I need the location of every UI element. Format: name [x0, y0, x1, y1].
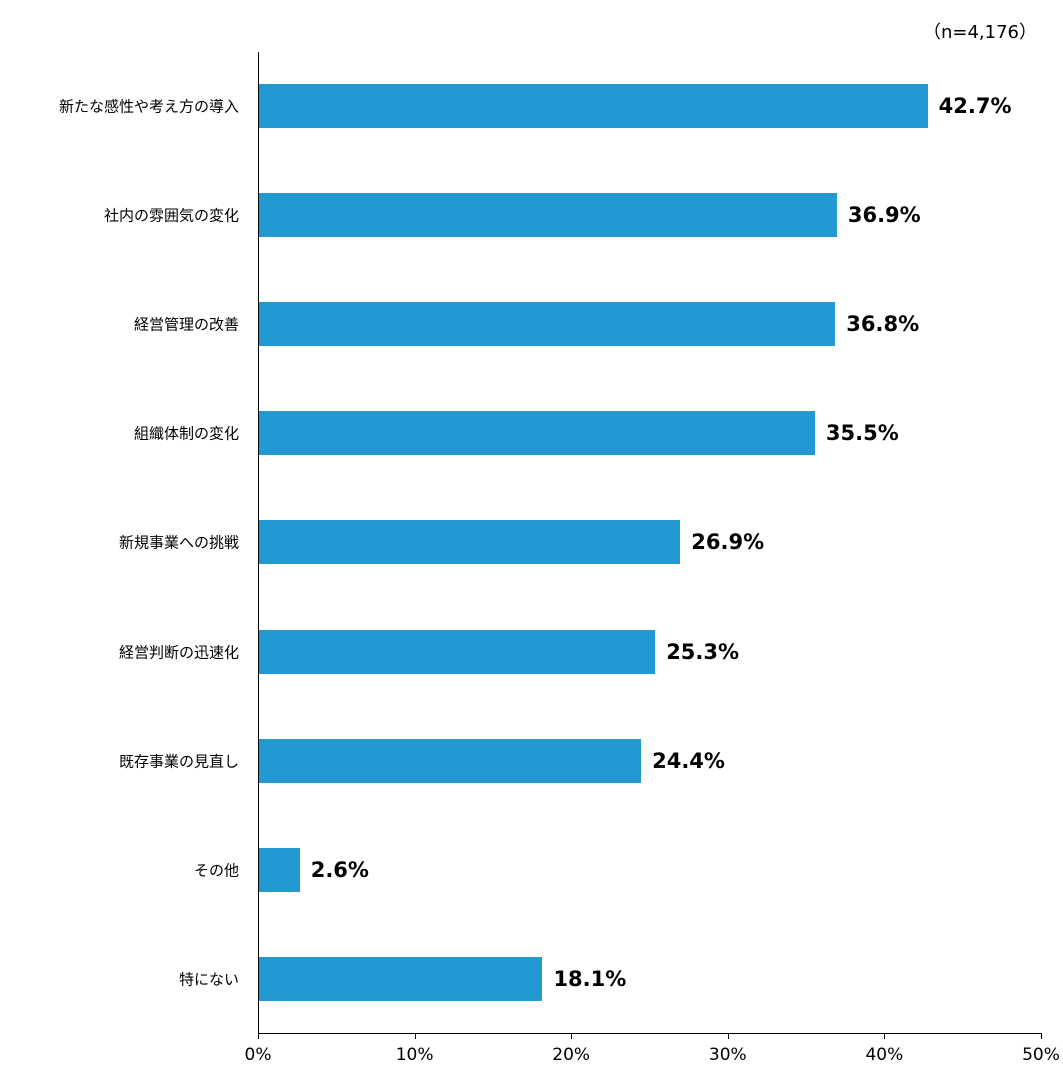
value-label: 35.5% [825, 421, 899, 446]
x-tick-label: 20% [552, 1045, 591, 1065]
value-label: 36.8% [846, 312, 920, 337]
category-label: 経営管理の改善 [133, 315, 239, 334]
x-tick [727, 1033, 729, 1039]
x-tick [258, 1033, 259, 1039]
sample-size-label: （n=4,176） [922, 22, 1037, 43]
bar [259, 629, 656, 674]
category-label: 既存事業の見直し [118, 752, 239, 771]
bar [259, 956, 543, 1001]
bar [259, 520, 681, 565]
x-tick [884, 1033, 886, 1039]
value-label: 36.9% [847, 203, 921, 228]
x-axis-line [258, 1033, 1042, 1034]
category-label: 組織体制の変化 [133, 424, 239, 443]
value-label: 42.7% [938, 94, 1012, 118]
y-axis-line [258, 52, 259, 1034]
bar [259, 738, 642, 783]
x-tick-label: 30% [708, 1045, 747, 1065]
value-label: 26.9% [691, 530, 765, 555]
bar [259, 302, 836, 347]
category-label: 新規事業への挑戦 [118, 533, 239, 552]
bar [259, 84, 928, 128]
x-tick [571, 1033, 573, 1039]
value-label: 25.3% [666, 639, 740, 664]
value-label: 24.4% [652, 748, 725, 773]
category-label: 経営判断の迅速化 [118, 643, 239, 661]
category-label: 特にない [178, 970, 239, 989]
category-label: 新たな感性や考え方の導入 [58, 97, 239, 116]
value-label: 2.6% [310, 857, 369, 882]
x-tick-label: 50% [1022, 1045, 1060, 1065]
x-tick-label: 0% [244, 1045, 272, 1065]
bar [259, 411, 815, 456]
category-label: 社内の雰囲気の変化 [103, 206, 239, 225]
x-tick [1041, 1033, 1042, 1039]
x-tick [414, 1033, 416, 1039]
bar [259, 193, 837, 238]
value-label: 18.1% [553, 966, 627, 991]
x-tick-label: 10% [395, 1045, 434, 1065]
x-tick-label: 40% [865, 1045, 904, 1065]
category-label: その他 [193, 861, 239, 880]
bar [259, 847, 300, 892]
